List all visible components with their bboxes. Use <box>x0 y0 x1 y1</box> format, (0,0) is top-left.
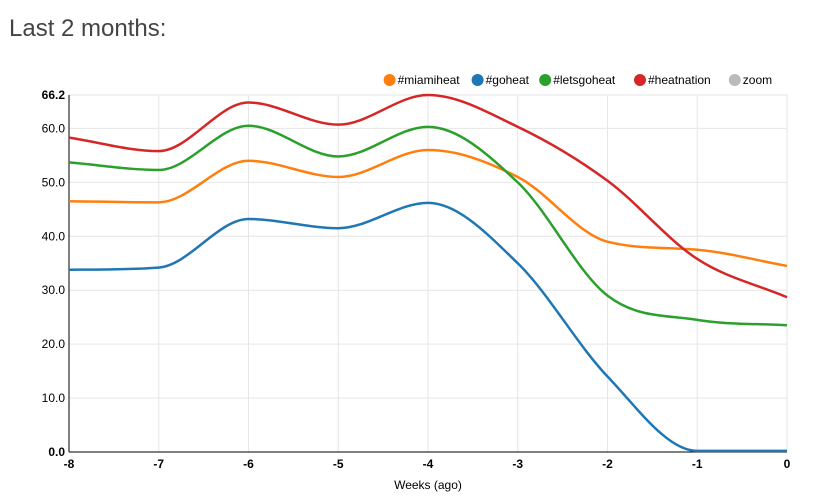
page-title: Last 2 months: <box>9 15 167 42</box>
legend-swatch[interactable] <box>634 74 646 86</box>
legend-item-heatnation[interactable]: #heatnation <box>634 73 711 87</box>
legend-item-goheat[interactable]: #goheat <box>471 73 530 87</box>
legend-label[interactable]: #letsgoheat <box>553 73 616 87</box>
legend-label[interactable]: #heatnation <box>648 73 711 87</box>
y-tick-label: 60.0 <box>42 121 66 135</box>
x-axis-label: Weeks (ago) <box>394 478 462 492</box>
y-tick-label: 20.0 <box>42 337 66 351</box>
legend-label[interactable]: zoom <box>743 73 772 87</box>
x-tick-label: -2 <box>602 457 613 471</box>
legend-swatch[interactable] <box>471 74 484 86</box>
x-tick-label: 0 <box>784 457 791 471</box>
y-tick-label: 50.0 <box>42 175 66 189</box>
legend-label[interactable]: #miamiheat <box>398 73 461 87</box>
x-tick-label: -6 <box>243 457 254 471</box>
legend-item-letsgoheat[interactable]: #letsgoheat <box>539 73 616 87</box>
series-line-miamiheat[interactable] <box>68 148 788 268</box>
legend-item-zoom[interactable]: zoom <box>728 73 772 87</box>
series-line-letsgoheat[interactable] <box>68 124 788 327</box>
x-tick-label: -7 <box>153 457 164 471</box>
series-line-goheat[interactable] <box>68 201 787 453</box>
axis-layer: -8 -7 -6 -5 -4 -3 -2 -1 0 0.0 10.0 20.0 30.0 40.0 50.0… <box>42 88 791 471</box>
legend-swatch[interactable] <box>728 74 741 86</box>
x-tick-label: -4 <box>423 457 434 471</box>
y-tick-label: 0.0 <box>48 445 65 459</box>
x-tick-label: -1 <box>692 457 703 471</box>
legend-label[interactable]: #goheat <box>486 73 530 87</box>
series-layer <box>68 93 788 453</box>
grid-layer <box>68 94 788 453</box>
y-tick-label: 10.0 <box>42 391 66 405</box>
legend: #miamiheat #goheat #letsgoheat #heatnation z… <box>383 73 772 87</box>
legend-swatch[interactable] <box>539 74 552 86</box>
x-tick-label: -5 <box>333 457 344 471</box>
legend-swatch[interactable] <box>383 74 396 86</box>
series-line-heatnation[interactable] <box>68 93 788 299</box>
y-tick-label: 30.0 <box>42 283 66 297</box>
y-tick-label: 40.0 <box>42 229 66 243</box>
y-tick-label: 66.2 <box>42 88 66 102</box>
legend-item-miamiheat[interactable]: #miamiheat <box>383 73 461 87</box>
x-tick-label: -3 <box>512 457 523 471</box>
x-tick-label: -8 <box>64 457 75 471</box>
